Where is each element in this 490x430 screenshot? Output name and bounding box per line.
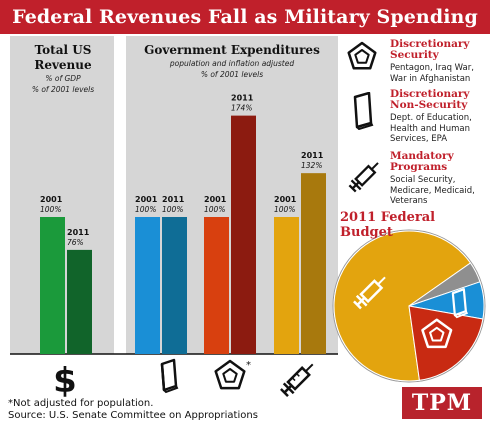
bar-security-2001 (204, 217, 229, 354)
syringe-icon (346, 155, 386, 199)
legend-mandatory-title: Mandatory Programs (390, 151, 454, 173)
bar-year-label: 2011 (162, 195, 185, 204)
bar-value-label: 100% (162, 205, 183, 214)
bar-year-label: 2011 (231, 94, 254, 103)
legend-desc-line: Veterans (390, 196, 428, 206)
legend-desc-line: Dept. of Education, (390, 113, 472, 123)
pentagon-icon (345, 40, 379, 78)
book-icon (160, 358, 179, 394)
bar-value-label: 100% (204, 205, 225, 214)
bar-security-2011 (231, 115, 256, 355)
legend-desc-line: Services, EPA (390, 134, 448, 144)
revenue-title-line1: Total US (35, 43, 92, 57)
legend-nonsecurity-desc: Dept. of Education, Health and Human Ser… (390, 113, 472, 145)
tpm-logo: TPM (402, 387, 482, 419)
security-asterisk: * (246, 360, 251, 371)
expenditure-subtitle-line1: population and inflation adjusted (169, 59, 294, 68)
legend-security-desc: Pentagon, Iraq War, War in Afghanistan (390, 63, 474, 84)
expenditure-title: Government Expenditures (144, 43, 320, 57)
bar-value-label: 76% (67, 238, 84, 247)
bar-revenue-2001 (40, 217, 65, 354)
bar-year-label: 2001 (135, 195, 158, 204)
pie-title: 2011 Federal Budget (340, 210, 436, 240)
bar-mandatory-2011 (301, 173, 326, 354)
expenditure-subtitle-line2: % of 2001 levels (201, 70, 263, 79)
bar-value-label: 174% (231, 104, 252, 113)
pentagon-icon (421, 318, 453, 349)
book-icon (451, 288, 469, 319)
bar-mandatory-2001 (274, 217, 299, 354)
bar-year-label: 2001 (40, 195, 63, 204)
bar-revenue-2011 (67, 249, 92, 354)
legend-mandatory-title-line1: Mandatory (390, 150, 454, 162)
legend-nonsecurity-title-line1: Discretionary (390, 88, 470, 100)
pie-slice (333, 230, 472, 382)
footnote-source: Source: U.S. Senate Committee on Appropr… (8, 410, 258, 421)
dollar-icon: $ (53, 361, 77, 401)
revenue-subtitle-line2: % of 2001 levels (32, 85, 94, 94)
bar-year-label: 2001 (204, 195, 227, 204)
pentagon-icon (214, 359, 246, 390)
bar-non-security-2011 (162, 217, 187, 354)
bar-year-label: 2011 (67, 228, 90, 237)
legend-nonsecurity-title: Discretionary Non-Security (390, 89, 470, 111)
legend-security-title-line1: Discretionary (390, 38, 470, 50)
revenue-subtitle-line1: % of GDP (45, 74, 81, 83)
bar-value-label: 100% (135, 205, 156, 214)
bar-year-label: 2001 (274, 195, 297, 204)
book-icon (352, 91, 376, 134)
legend-desc-line: War in Afghanistan (390, 73, 471, 84)
syringe-icon (353, 276, 386, 310)
bar-value-label: 132% (301, 161, 322, 170)
legend-desc-line: Medicare, Medicaid, (390, 185, 475, 196)
bar-value-label: 100% (40, 205, 61, 214)
legend-desc-line: Health and Human (390, 123, 470, 134)
legend-mandatory-desc: Social Security, Medicare, Medicaid, Vet… (390, 175, 475, 207)
bar-year-label: 2011 (301, 151, 324, 160)
legend-security-title-line2: Security (390, 49, 439, 61)
footnote-population: *Not adjusted for population. (8, 398, 154, 409)
legend-nonsecurity-title-line2: Non-Security (390, 99, 468, 111)
legend-mandatory-title-line2: Programs (390, 161, 448, 173)
legend-desc-line: Social Security, (390, 175, 456, 185)
bar-non-security-2001 (135, 217, 160, 354)
bar-value-label: 100% (274, 205, 295, 214)
revenue-title-line2: Revenue (34, 58, 92, 72)
syringe-icon (280, 363, 314, 397)
legend-desc-line: Pentagon, Iraq War, (390, 63, 474, 73)
legend-security-title: Discretionary Security (390, 39, 470, 61)
